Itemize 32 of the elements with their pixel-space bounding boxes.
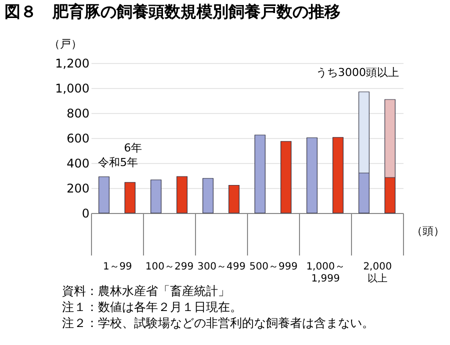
annotation: うち3000頭以上: [316, 66, 399, 79]
x-tick-label: 1,000～ 1,999: [306, 262, 345, 284]
text: 注２：学校、試験場などの非営利的な飼養者は含まない。: [62, 315, 375, 331]
y-tick-label: 1,200: [55, 56, 90, 70]
text: 6年: [124, 141, 142, 154]
bar: [176, 176, 188, 214]
y-tick-label: 200: [66, 182, 90, 196]
text: 注１：数値は各年２月１日現在。: [62, 299, 243, 315]
bar: [202, 178, 214, 214]
chart-title: 図８ 肥育豚の飼養頭数規模別飼養戸数の推移: [4, 2, 340, 21]
y-tick-label: 1,000: [55, 82, 90, 96]
bar: [98, 176, 110, 214]
y-tick-label: 400: [66, 156, 90, 170]
bar: [332, 137, 344, 214]
x-tick-label: 500～999: [249, 262, 298, 272]
y-tick-label: 800: [66, 106, 90, 120]
bar: [150, 180, 162, 214]
x-tick-label: 2,000 以上: [363, 262, 392, 284]
bar: [306, 137, 318, 214]
text: 資料：農林水産省「畜産統計」: [62, 283, 231, 299]
y-axis-title: （戸）: [49, 38, 82, 50]
y-tick-label: 600: [66, 132, 90, 146]
bar: [228, 184, 240, 214]
x-tick-label: 100～299: [145, 262, 194, 272]
x-axis-title: （頭）: [412, 224, 444, 238]
bar: [124, 182, 136, 214]
bar: [254, 134, 266, 214]
x-tick-label: 300～499: [197, 262, 246, 272]
x-tick-label: 1～99: [102, 262, 132, 272]
y-tick-label: 0: [82, 206, 90, 220]
bar: [280, 141, 292, 214]
series-label: 令和5年: [98, 156, 138, 169]
